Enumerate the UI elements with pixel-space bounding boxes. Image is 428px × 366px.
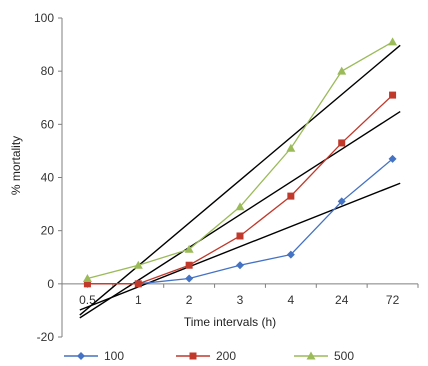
y-tick-label: -20	[37, 330, 55, 344]
x-tick-label: 4	[288, 293, 295, 307]
y-axis: -20 0 20 40 60 80 100	[34, 11, 63, 344]
data-point-200	[185, 261, 193, 269]
x-tick-label: 2	[186, 293, 193, 307]
legend: 100 200 500	[64, 349, 354, 363]
data-point-200	[287, 192, 295, 200]
legend-item-100: 100	[64, 349, 124, 363]
trendline-200	[79, 110, 401, 319]
y-tick-label: 20	[41, 224, 55, 238]
data-point-500	[337, 66, 347, 75]
x-tick-label: 3	[237, 293, 244, 307]
data-point-200	[338, 139, 346, 147]
x-tick-label: 1	[135, 293, 142, 307]
series-line-200	[87, 94, 394, 285]
y-tick-label: 80	[41, 64, 55, 78]
series-lines	[82, 37, 398, 288]
legend-marker	[306, 351, 316, 360]
y-axis-title: % mortality	[9, 136, 23, 195]
data-point-200	[236, 232, 244, 240]
data-point-200	[83, 280, 91, 288]
x-tick-label: 0.5	[79, 293, 96, 307]
trendline-100	[79, 182, 401, 311]
legend-marker	[77, 352, 85, 360]
series-200	[83, 91, 397, 288]
x-axis-title: Time intervals (h)	[184, 315, 276, 329]
data-point-100	[388, 154, 397, 163]
legend-label: 200	[216, 349, 236, 363]
x-tick-label: 72	[386, 293, 400, 307]
data-point-200	[134, 280, 142, 288]
trendlines	[79, 44, 401, 319]
data-point-500	[82, 274, 92, 283]
legend-item-200: 200	[176, 349, 236, 363]
y-tick-label: 100	[34, 11, 54, 25]
legend-label: 500	[334, 349, 354, 363]
data-point-100	[337, 197, 346, 206]
data-point-100	[286, 250, 295, 259]
data-point-500	[133, 260, 143, 269]
series-line-500	[87, 41, 393, 280]
x-axis: 0.5 1 2 3 4 24 72	[61, 283, 419, 307]
trendline-500	[79, 44, 401, 316]
data-point-500	[388, 37, 398, 46]
data-point-500	[286, 143, 296, 152]
series-500	[82, 37, 398, 283]
legend-label: 100	[104, 349, 124, 363]
data-point-500	[235, 202, 245, 211]
data-point-200	[389, 91, 397, 99]
y-tick-label: 60	[41, 117, 55, 131]
y-tick-label: 0	[47, 277, 54, 291]
legend-marker	[189, 352, 197, 360]
data-point-100	[236, 261, 244, 270]
y-tick-label: 40	[41, 171, 55, 185]
data-point-100	[185, 274, 194, 283]
data-point-500	[184, 244, 194, 253]
x-tick-label: 24	[335, 293, 349, 307]
legend-item-500: 500	[294, 349, 354, 363]
